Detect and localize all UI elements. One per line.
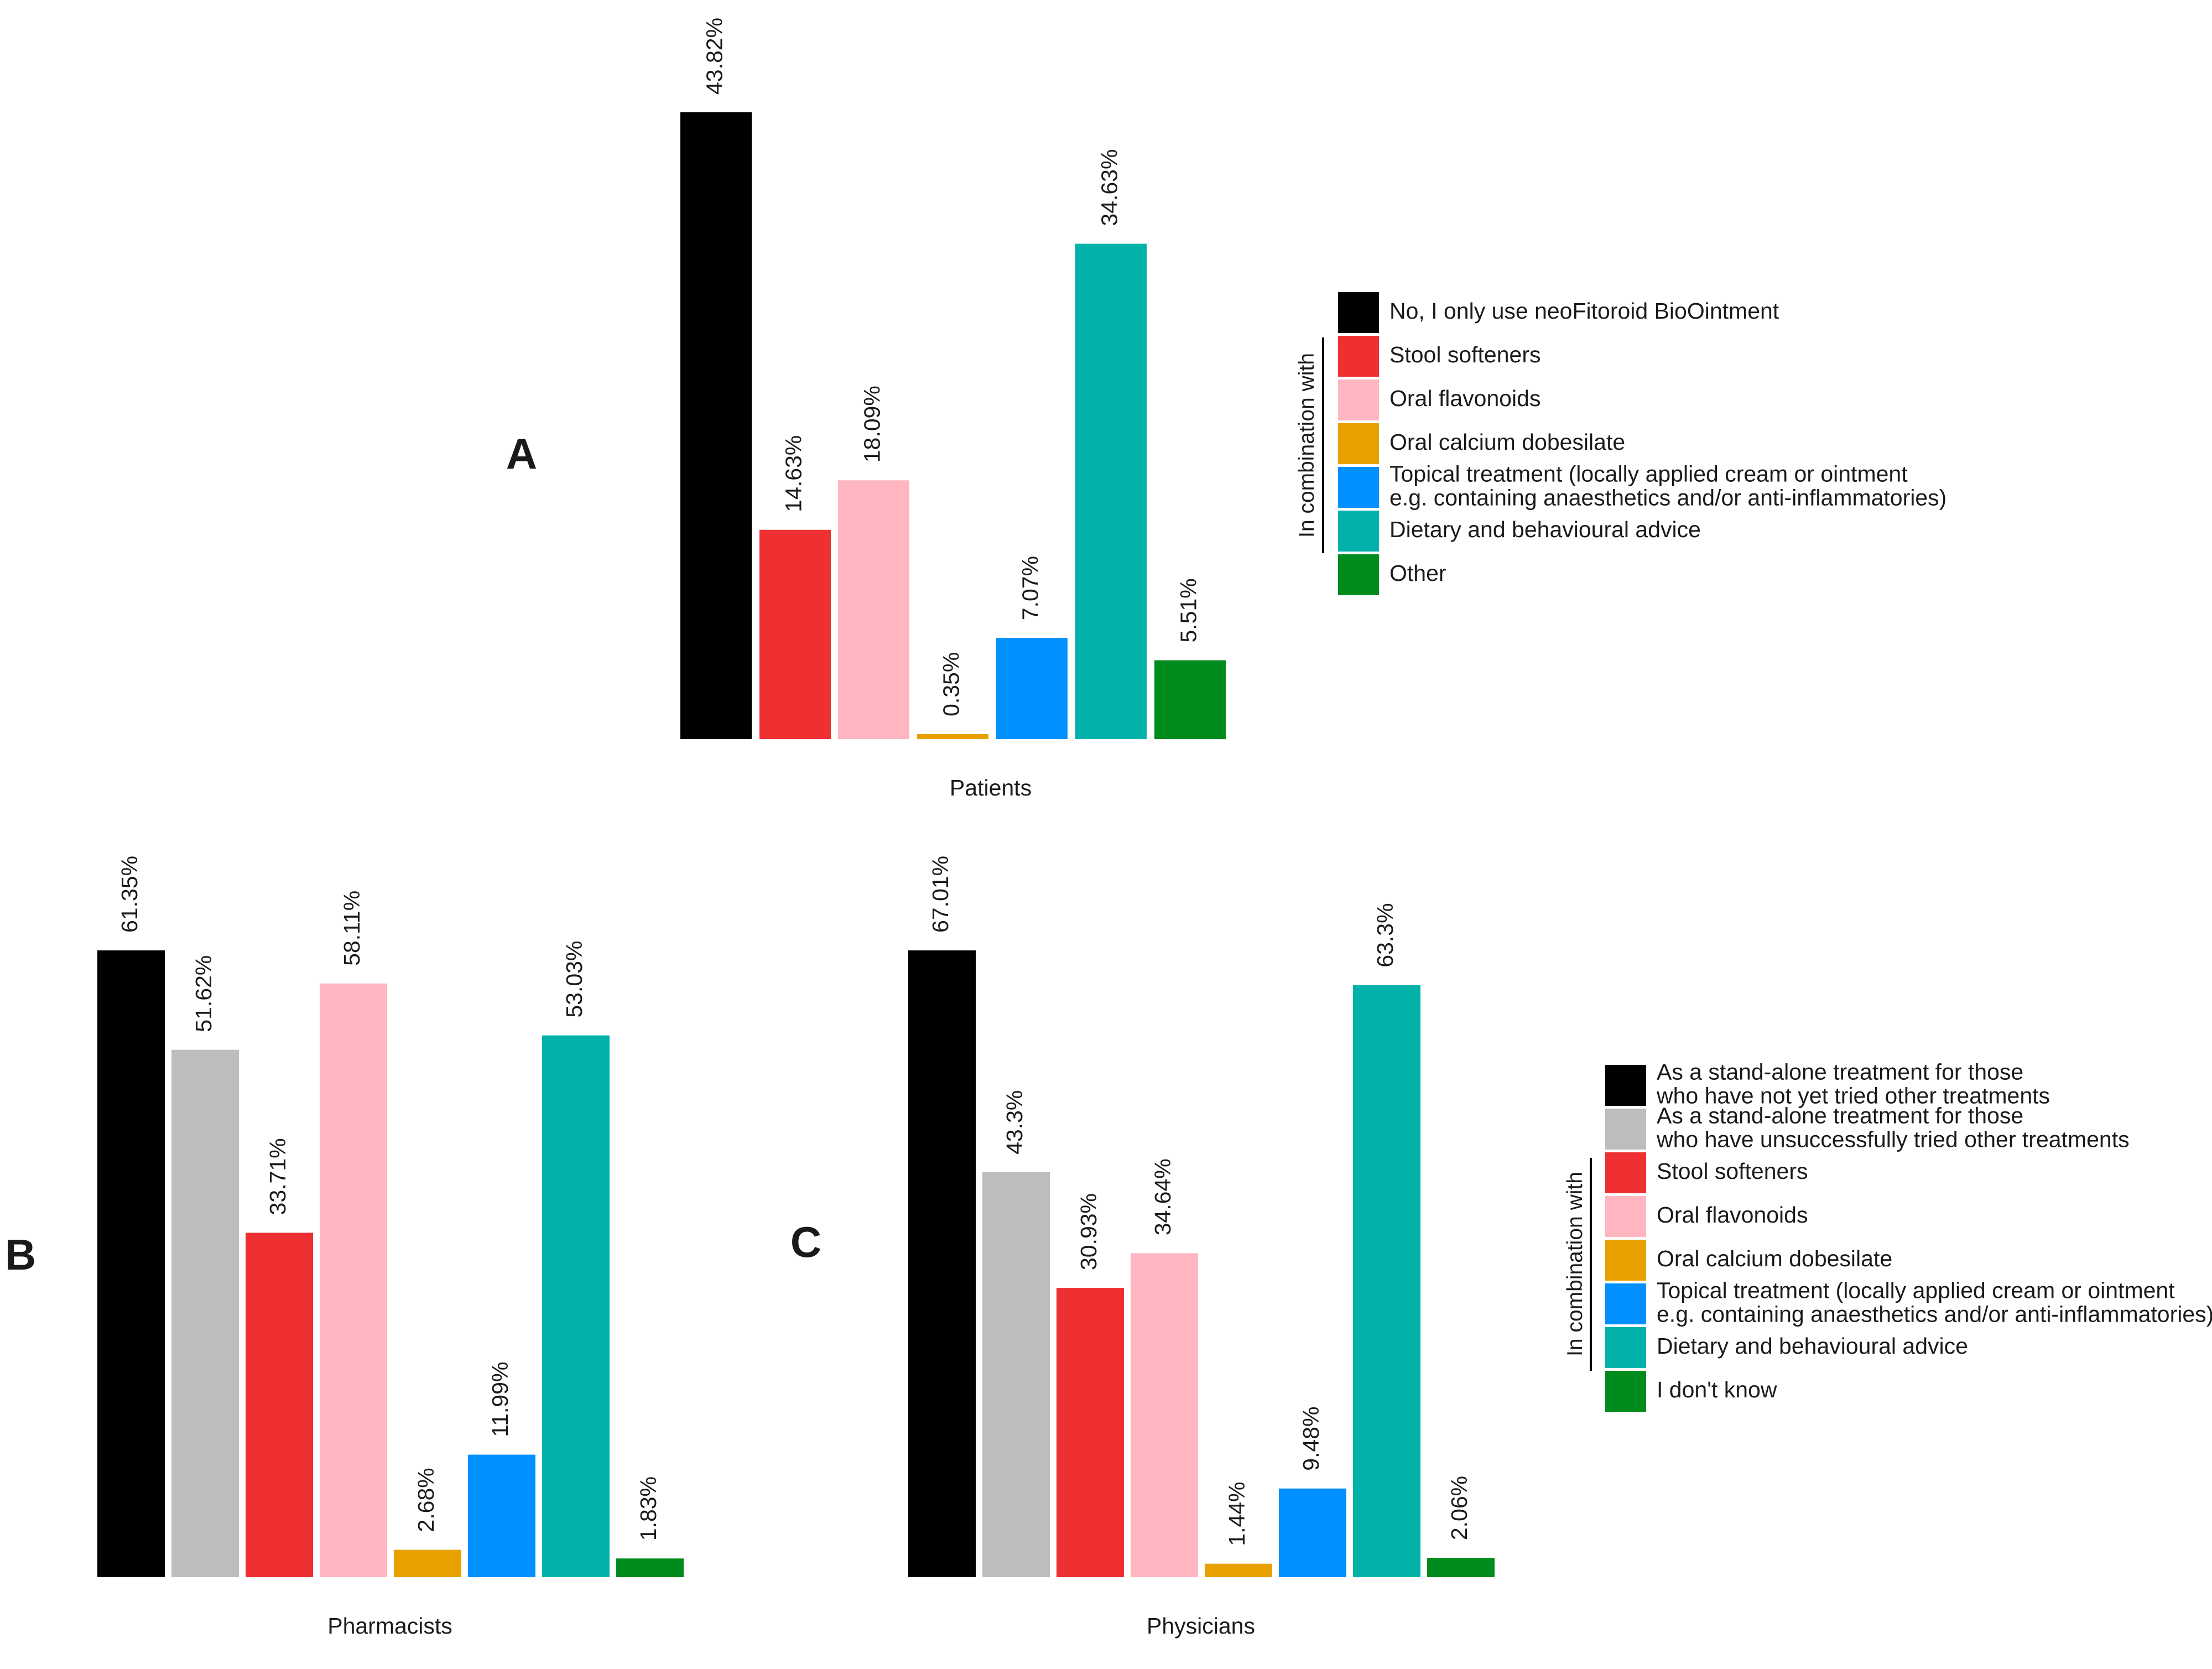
- legend-bc-label-2-line-1: As a stand-alone treatment for those: [1657, 1103, 2023, 1128]
- bar-c-2: [982, 1172, 1050, 1577]
- bar-b-8: [616, 1558, 684, 1577]
- legend-a-label-4: Oral calcium dobesilate: [1389, 429, 1625, 455]
- bar-a-2: [759, 529, 831, 739]
- legend-bc-group-label: In combination with: [1563, 1172, 1587, 1356]
- legend-bc-swatch-6: [1605, 1283, 1646, 1324]
- panel-c-chart: C Physicians 67.01% 43.3% 30.93% 34.64% 1.44…: [790, 856, 1495, 1639]
- bar-b-6: [468, 1454, 535, 1577]
- bar-b-4: [320, 983, 387, 1577]
- value-label-b-4: 58.11%: [339, 891, 365, 966]
- legend-a-swatch-1: [1338, 292, 1379, 333]
- legend-a-label-5-line-1: Topical treatment (locally applied cream…: [1389, 461, 1908, 486]
- panel-a-letter: A: [506, 429, 537, 478]
- value-label-b-7: 53.03%: [561, 941, 587, 1018]
- bar-a-6: [1075, 243, 1147, 739]
- value-label-a-4: 0.35%: [938, 652, 964, 716]
- bar-c-4: [1131, 1253, 1198, 1577]
- value-label-b-1: 61.35%: [117, 856, 142, 933]
- legend-bc-label-8: I don't know: [1657, 1377, 1777, 1402]
- value-label-c-4: 34.64%: [1150, 1158, 1175, 1235]
- bar-c-1: [908, 950, 976, 1577]
- legend-bc-label-6-line-1: Topical treatment (locally applied cream…: [1657, 1277, 2175, 1303]
- legend-a-label-6: Dietary and behavioural advice: [1389, 517, 1701, 542]
- bar-c-5: [1205, 1563, 1272, 1577]
- legend-a-label-2: Stool softeners: [1389, 342, 1541, 367]
- value-label-a-6: 34.63%: [1096, 149, 1122, 226]
- value-label-b-2: 51.62%: [191, 955, 216, 1032]
- legend-a-label-1: No, I only use neoFitoroid BioOintment: [1389, 298, 1779, 324]
- legend-bc-label-3: Stool softeners: [1657, 1158, 1808, 1184]
- bar-c-3: [1056, 1288, 1124, 1577]
- value-label-a-1: 43.82%: [701, 18, 727, 95]
- bar-a-3: [838, 480, 909, 739]
- legend-bc-label-5: Oral calcium dobesilate: [1657, 1246, 1892, 1271]
- panel-b-chart: B Pharmacists 61.35% 51.62% 33.71% 58.11% 2.…: [5, 856, 684, 1639]
- legend-bc-swatch-1: [1605, 1065, 1646, 1106]
- legend-bc-label-6-line-2: e.g. containing anaesthetics and/or anti…: [1657, 1301, 2212, 1327]
- bar-c-7: [1353, 985, 1420, 1577]
- legend-bc-swatch-8: [1605, 1371, 1646, 1412]
- panel-b-x-axis-label: Pharmacists: [327, 1613, 452, 1639]
- legend-panels-b-c: In combination with As a stand-alone tre…: [1563, 1059, 2212, 1412]
- legend-bc-swatch-7: [1605, 1327, 1646, 1368]
- legend-bc-swatch-5: [1605, 1240, 1646, 1281]
- legend-a-swatch-7: [1338, 554, 1379, 595]
- legend-bc-label-4: Oral flavonoids: [1657, 1202, 1808, 1228]
- bar-b-1: [97, 950, 165, 1577]
- value-label-a-5: 7.07%: [1017, 556, 1043, 620]
- value-label-c-1: 67.01%: [928, 856, 953, 933]
- bar-a-7: [1154, 660, 1226, 739]
- value-label-b-8: 1.83%: [636, 1476, 661, 1541]
- legend-a-swatch-4: [1338, 423, 1379, 464]
- panel-a-x-axis-label: Patients: [950, 775, 1032, 800]
- bar-a-5: [996, 638, 1068, 739]
- legend-a-swatch-2: [1338, 336, 1379, 377]
- bar-b-2: [171, 1049, 239, 1577]
- legend-panel-a: In combination with No, I only use neoFi…: [1295, 292, 1946, 595]
- legend-bc-swatch-3: [1605, 1152, 1646, 1193]
- legend-a-swatch-6: [1338, 511, 1379, 552]
- legend-a-swatch-3: [1338, 379, 1379, 420]
- panel-c-x-axis-label: Physicians: [1147, 1613, 1255, 1639]
- value-label-b-5: 2.68%: [413, 1468, 439, 1532]
- panel-b-letter: B: [5, 1230, 36, 1279]
- value-label-a-7: 5.51%: [1175, 578, 1201, 642]
- value-label-c-3: 30.93%: [1076, 1193, 1101, 1270]
- bar-b-3: [246, 1233, 313, 1577]
- bar-b-5: [394, 1550, 461, 1577]
- bar-b-7: [542, 1035, 610, 1577]
- value-label-c-6: 9.48%: [1298, 1406, 1324, 1470]
- legend-a-group-label: In combination with: [1295, 353, 1319, 538]
- panel-c-letter: C: [790, 1218, 821, 1266]
- value-label-c-5: 1.44%: [1224, 1481, 1250, 1546]
- value-label-a-3: 18.09%: [859, 386, 884, 462]
- legend-bc-swatch-2: [1605, 1109, 1646, 1150]
- legend-a-label-3: Oral flavonoids: [1389, 386, 1540, 411]
- panel-a-chart: A Patients 43.82% 14.63% 18.09% 0.35% 7.07% 3…: [506, 18, 1226, 800]
- bar-a-1: [680, 112, 752, 739]
- bar-a-4: [917, 734, 988, 739]
- value-label-c-8: 2.06%: [1446, 1476, 1472, 1540]
- value-label-a-2: 14.63%: [780, 435, 806, 512]
- legend-bc-label-1-line-1: As a stand-alone treatment for those: [1657, 1059, 2023, 1084]
- legend-bc-label-2-line-2: who have unsuccessfully tried other trea…: [1656, 1126, 2130, 1152]
- legend-bc-label-7: Dietary and behavioural advice: [1657, 1333, 1968, 1359]
- bar-c-6: [1279, 1488, 1346, 1577]
- value-label-c-7: 63.3%: [1372, 903, 1398, 967]
- legend-bc-swatch-4: [1605, 1196, 1646, 1237]
- legend-a-label-7: Other: [1389, 560, 1446, 586]
- legend-a-label-5-line-2: e.g. containing anaesthetics and/or anti…: [1389, 485, 1946, 510]
- legend-bc-label-1-line-2: who have not yet tried other treatments: [1656, 1083, 2050, 1108]
- value-label-c-2: 43.3%: [1002, 1090, 1027, 1155]
- value-label-b-6: 11.99%: [487, 1362, 513, 1437]
- bar-c-8: [1427, 1558, 1495, 1577]
- value-label-b-3: 33.71%: [265, 1138, 290, 1215]
- legend-a-swatch-5: [1338, 467, 1379, 508]
